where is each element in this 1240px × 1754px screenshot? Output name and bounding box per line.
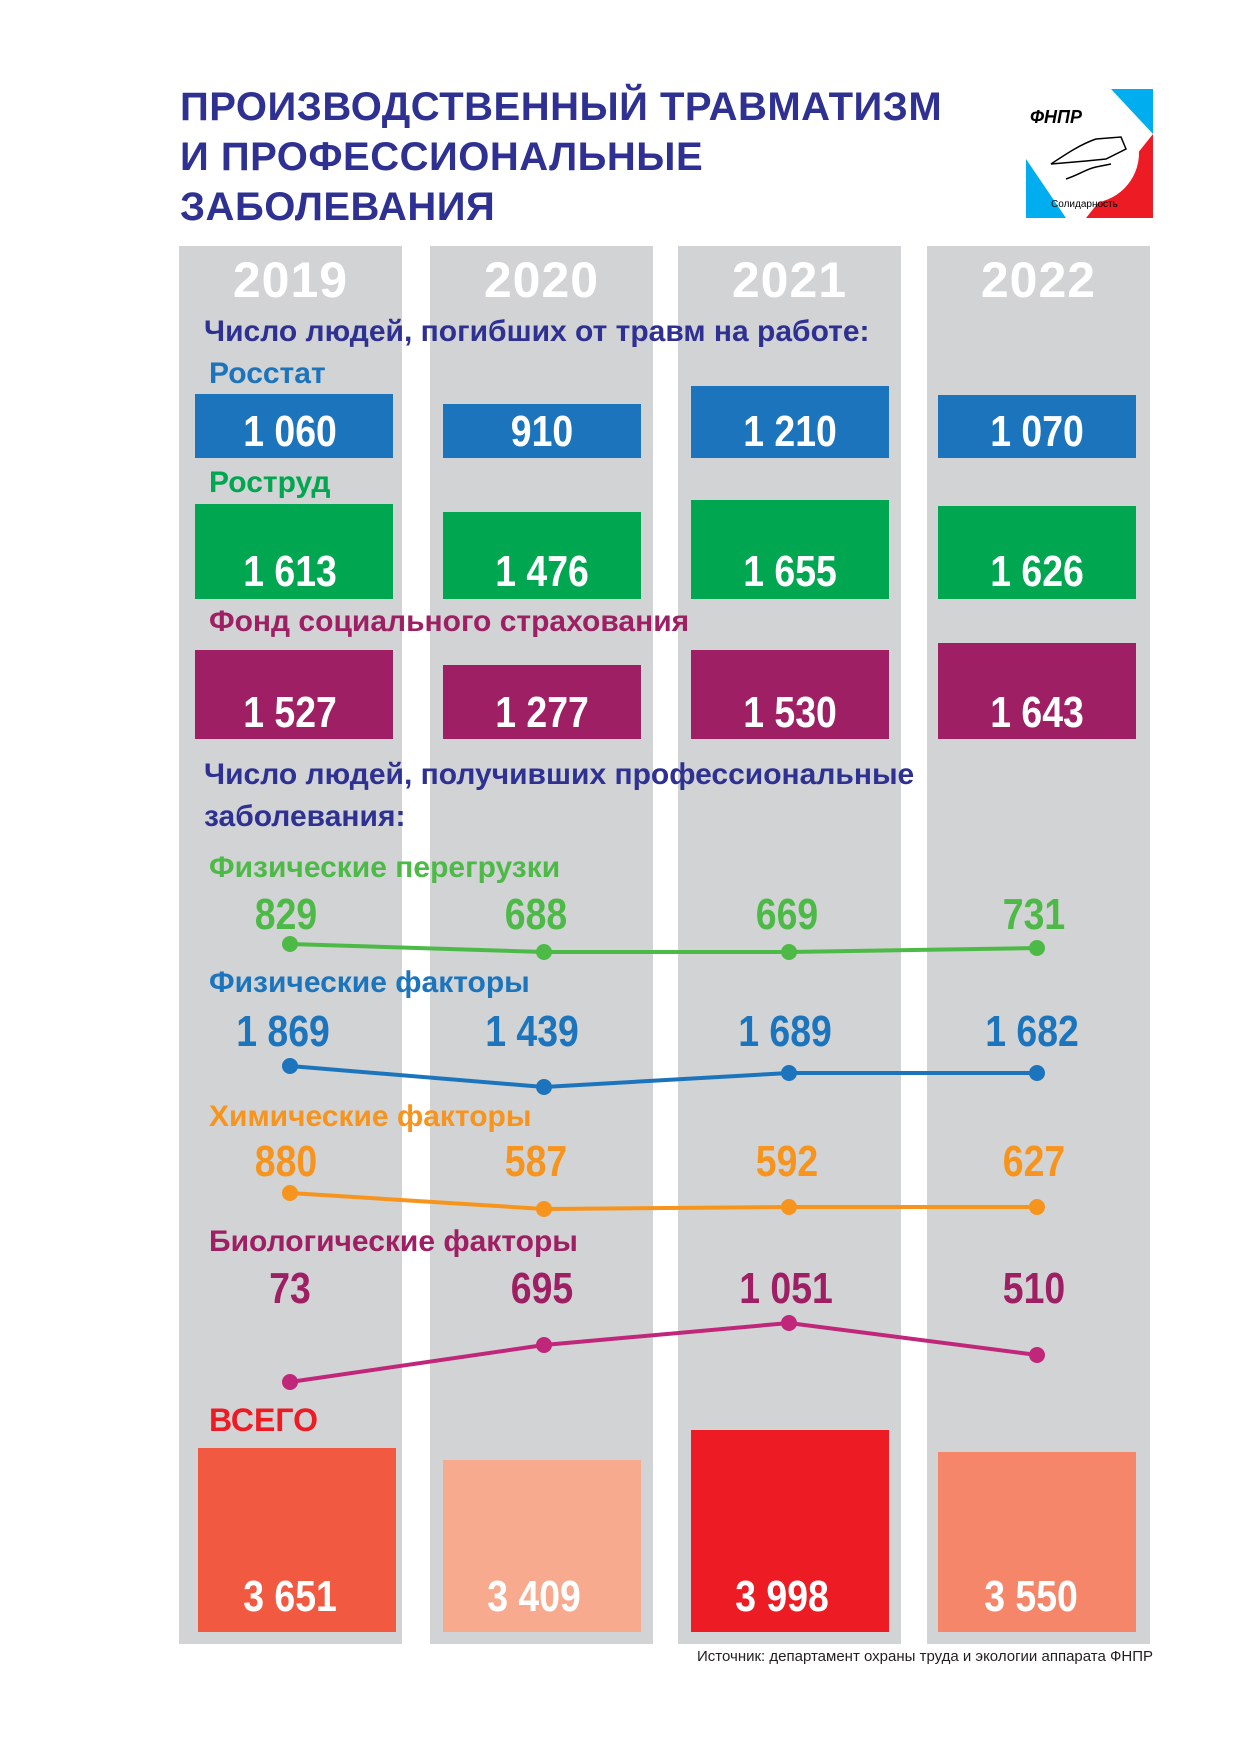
title-line: ПРОИЗВОДСТВЕННЫЙ ТРАВМАТИЗМ bbox=[180, 85, 943, 129]
series-label-chemical: Химические факторы bbox=[209, 1100, 532, 1133]
line-physical bbox=[289, 1064, 1037, 1090]
source-note: Источник: департамент охраны труда и эко… bbox=[697, 1648, 1153, 1665]
point-overload-2021 bbox=[781, 944, 797, 960]
point-physical-2019 bbox=[282, 1058, 298, 1074]
title-line: И ПРОФЕССИОНАЛЬНЫЕ bbox=[180, 135, 704, 179]
point-chemical-2019 bbox=[282, 1185, 298, 1201]
value-label: 3 651 bbox=[243, 1572, 337, 1621]
value-label: 1 476 bbox=[495, 547, 589, 596]
point-overload-2020 bbox=[536, 944, 552, 960]
value-label: 1 689 bbox=[738, 1007, 832, 1056]
point-biological-2022 bbox=[1029, 1347, 1045, 1363]
value-label: 910 bbox=[510, 407, 574, 456]
value-label: 1 682 bbox=[985, 1007, 1079, 1056]
point-biological-2019 bbox=[282, 1374, 298, 1390]
fnpr-logo: ФНПР Солидарность bbox=[1026, 89, 1153, 218]
line-overload bbox=[289, 942, 1038, 954]
section2-heading: Число людей, получивших профессиональные bbox=[204, 758, 915, 791]
bar-rosstat-2022 bbox=[938, 395, 1136, 458]
value-label: 587 bbox=[504, 1137, 568, 1186]
point-physical-2022 bbox=[1029, 1065, 1045, 1081]
bar-rostrud-2022 bbox=[938, 506, 1136, 599]
bar-rosstat-2021 bbox=[691, 386, 889, 458]
value-label: 3 409 bbox=[487, 1572, 581, 1621]
svg-text:Солидарность: Солидарность bbox=[1051, 199, 1118, 210]
line-chemical bbox=[289, 1191, 1037, 1212]
value-label: 688 bbox=[504, 890, 568, 939]
bar-rosstat-2020 bbox=[443, 404, 641, 458]
value-label: 1 439 bbox=[485, 1007, 579, 1056]
year-label: 2021 bbox=[731, 252, 848, 308]
bar-rostrud-2021 bbox=[691, 500, 889, 599]
value-label: 880 bbox=[254, 1137, 318, 1186]
bar-total-2020 bbox=[443, 1460, 641, 1632]
value-label: 1 626 bbox=[990, 547, 1084, 596]
bar-fss-2021 bbox=[691, 650, 889, 739]
point-overload-2022 bbox=[1029, 940, 1045, 956]
series-label-physical: Физические факторы bbox=[209, 966, 530, 999]
value-label: 695 bbox=[510, 1264, 574, 1313]
bar-rosstat-2019 bbox=[195, 394, 393, 458]
value-label: 1 070 bbox=[990, 407, 1084, 456]
value-label: 669 bbox=[755, 890, 819, 939]
bar-total-2022 bbox=[938, 1452, 1136, 1632]
section2-heading: заболевания: bbox=[204, 800, 406, 833]
value-label: 73 bbox=[269, 1264, 311, 1313]
value-label: 829 bbox=[254, 890, 318, 939]
bar-rostrud-2020 bbox=[443, 512, 641, 599]
value-label: 1 613 bbox=[243, 547, 337, 596]
value-label: 1 060 bbox=[243, 407, 337, 456]
year-label: 2019 bbox=[232, 252, 349, 308]
series-label-overload: Физические перегрузки bbox=[209, 851, 561, 884]
point-biological-2020 bbox=[536, 1337, 552, 1353]
page-title: ПРОИЗВОДСТВЕННЫЙ ТРАВМАТИЗМ И ПРОФЕССИОН… bbox=[180, 82, 942, 232]
title-line: ЗАБОЛЕВАНИЯ bbox=[180, 185, 496, 229]
value-label: 3 998 bbox=[735, 1572, 829, 1621]
value-label: 510 bbox=[1002, 1264, 1066, 1313]
bar-rostrud-2019 bbox=[195, 504, 393, 599]
value-label: 731 bbox=[1002, 890, 1066, 939]
value-label: 1 527 bbox=[243, 688, 337, 737]
value-label: 1 051 bbox=[739, 1264, 833, 1313]
value-label: 1 655 bbox=[743, 547, 837, 596]
bar-fss-2019 bbox=[195, 650, 393, 739]
point-chemical-2022 bbox=[1029, 1199, 1045, 1215]
series-label-biological: Биологические факторы bbox=[209, 1225, 578, 1258]
point-chemical-2020 bbox=[536, 1201, 552, 1217]
series-label-rosstat: Росстат bbox=[209, 357, 326, 390]
line-biological bbox=[289, 1320, 1038, 1384]
point-overload-2019 bbox=[282, 936, 298, 952]
series-label-fss: Фонд социального страхования bbox=[209, 605, 690, 638]
point-physical-2021 bbox=[781, 1065, 797, 1081]
total-label: ВСЕГО bbox=[209, 1402, 318, 1438]
value-label: 1 869 bbox=[236, 1007, 330, 1056]
bar-fss-2022 bbox=[938, 643, 1136, 739]
bar-total-2021 bbox=[691, 1430, 889, 1632]
point-chemical-2021 bbox=[781, 1199, 797, 1215]
bar-total-2019 bbox=[198, 1448, 396, 1632]
value-label: 627 bbox=[1002, 1137, 1066, 1186]
value-label: 1 643 bbox=[990, 688, 1084, 737]
value-label: 1 530 bbox=[743, 688, 837, 737]
value-label: 1 210 bbox=[743, 407, 837, 456]
value-label: 1 277 bbox=[495, 688, 589, 737]
point-physical-2020 bbox=[536, 1079, 552, 1095]
point-biological-2021 bbox=[781, 1315, 797, 1331]
series-label-rostrud: Роструд bbox=[209, 466, 331, 499]
value-label: 3 550 bbox=[984, 1572, 1078, 1621]
year-label: 2022 bbox=[980, 252, 1097, 308]
svg-text:ФНПР: ФНПР bbox=[1030, 107, 1083, 127]
value-label: 592 bbox=[755, 1137, 819, 1186]
year-label: 2020 bbox=[483, 252, 600, 308]
bar-fss-2020 bbox=[443, 665, 641, 739]
section1-heading: Число людей, погибших от травм на работе… bbox=[204, 315, 870, 348]
